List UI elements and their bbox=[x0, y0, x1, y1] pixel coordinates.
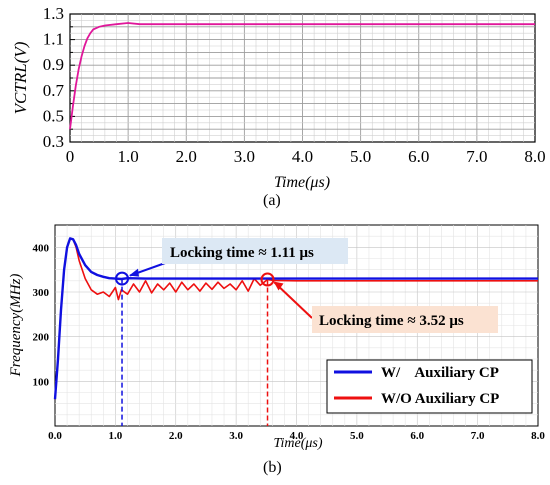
series-line-without-aux-cp bbox=[54, 237, 538, 400]
legend-box bbox=[326, 359, 533, 414]
panel-b-xtick-label: 3.0 bbox=[229, 430, 243, 442]
panel-a-ylabel: VCTRL(V) bbox=[11, 41, 30, 114]
panel-a-xtick-label: 2.0 bbox=[176, 147, 197, 166]
panel-b-xtick-label: 6.0 bbox=[410, 430, 424, 442]
panel-b-ytick-label: 200 bbox=[33, 332, 50, 344]
panel-b-xtick-label: 8.0 bbox=[531, 430, 545, 442]
panel-b-ytick-label: 300 bbox=[33, 287, 50, 299]
panel-a-y-ticks: 0.3 0.5 0.7 0.9 1.1 1.3 bbox=[43, 4, 75, 151]
panel-a-chart: 0.3 0.5 0.7 0.9 1.1 1.3 0 1.0 2.0 3.0 4.0 5.0 6.0 7.… bbox=[11, 4, 546, 191]
panel-a-caption: (a) bbox=[263, 192, 281, 209]
panel-a-xtick-label: 4.0 bbox=[292, 147, 313, 166]
panel-a-xtick-label: 1.0 bbox=[118, 147, 139, 166]
annotation-1-arrowhead bbox=[129, 268, 140, 277]
panel-b-x-ticks: 0.0 1.0 2.0 3.0 4.0 5.0 6.0 7.0 8.0 bbox=[48, 430, 545, 442]
panel-a-series-line bbox=[69, 22, 535, 130]
panel-b-xtick-label: 0.0 bbox=[48, 430, 62, 442]
panel-a-xtick-label: 5.0 bbox=[350, 147, 371, 166]
panel-b-series bbox=[53, 237, 538, 400]
annotation-2-arrow bbox=[273, 281, 313, 319]
annotation-1-text: Locking time ≈ 1.11 μs bbox=[170, 245, 314, 261]
panel-b-ytick-label: 400 bbox=[33, 242, 50, 254]
annotation-2-marker bbox=[260, 272, 275, 287]
panel-a-ytick-label: 1.1 bbox=[43, 30, 64, 49]
panel-a-ytick-label: 0.3 bbox=[43, 132, 64, 151]
panel-a-ytick-label: 0.5 bbox=[43, 106, 64, 125]
annotation-2-box bbox=[312, 306, 498, 333]
panel-a-xtick-label: 8.0 bbox=[524, 147, 545, 166]
panel-b-ylabel: Frequency(MHz) bbox=[8, 274, 24, 378]
panel-b-caption: (b) bbox=[263, 459, 282, 476]
annotation-1-marker bbox=[115, 271, 130, 286]
panel-b-xtick-label: 4.0 bbox=[290, 430, 304, 442]
panel-b-annotations bbox=[115, 261, 313, 426]
legend: W/ Auxiliary CP W/O Auxiliary CP bbox=[326, 359, 533, 414]
legend-label-2: W/O Auxiliary CP bbox=[381, 391, 499, 407]
panel-b-xtick-label: 2.0 bbox=[169, 430, 183, 442]
panel-a-xlabel: Time(μs) bbox=[274, 174, 330, 191]
legend-label-1: W/ Auxiliary CP bbox=[381, 365, 499, 381]
panel-a-grid bbox=[70, 14, 535, 142]
panel-a-xtick-label: 7.0 bbox=[466, 147, 487, 166]
panel-a-xtick-label: 0 bbox=[66, 147, 75, 166]
annotation-2-arrowhead bbox=[273, 281, 284, 291]
panel-a-ytick-label: 0.7 bbox=[43, 81, 65, 100]
panel-a-ytick-label: 0.9 bbox=[43, 55, 64, 74]
panel-b-xtick-label: 1.0 bbox=[109, 430, 123, 442]
panel-b-y-ticks: 100 200 300 400 bbox=[33, 242, 50, 388]
annotation-1-box bbox=[162, 238, 348, 264]
panel-a-x-ticks: 0 1.0 2.0 3.0 4.0 5.0 6.0 7.0 8.0 bbox=[66, 147, 546, 166]
panel-b-xtick-label: 7.0 bbox=[471, 430, 485, 442]
series-line-with-aux-cp bbox=[53, 237, 538, 400]
panel-b-xtick-label: 5.0 bbox=[350, 430, 364, 442]
panel-a-series bbox=[69, 22, 535, 130]
panel-a-xtick-label: 3.0 bbox=[234, 147, 255, 166]
panel-b-chart: 100 200 300 400 0.0 1.0 2.0 3.0 4.0 5.0 6.0 7.0 8.0… bbox=[8, 224, 545, 451]
panel-a-xtick-label: 6.0 bbox=[408, 147, 429, 166]
panel-b-ytick-label: 100 bbox=[33, 376, 50, 388]
annotation-2-text: Locking time ≈ 3.52 μs bbox=[319, 313, 464, 329]
panel-a-ytick-label: 1.3 bbox=[43, 4, 64, 23]
panel-b-xlabel: Time(μs) bbox=[273, 436, 322, 451]
